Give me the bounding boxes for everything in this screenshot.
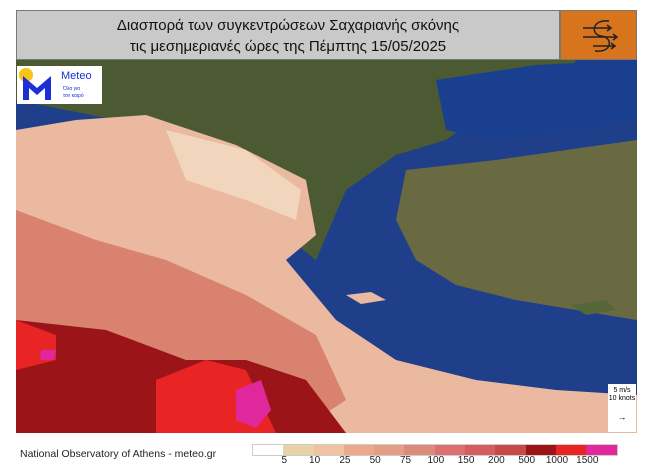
legend-label: 200 [488, 455, 505, 466]
dust-light [166, 130, 301, 220]
logo-tagline: Όλα για [63, 86, 81, 92]
legend-label: 1500 [576, 455, 599, 466]
meteo-logo: Meteo Όλα για τον καιρό [17, 66, 102, 104]
legend-swatch [495, 445, 526, 455]
map-title: Διασπορά των συγκεντρώσεων Σαχαριανής σκ… [16, 10, 560, 60]
legend-swatch [283, 445, 314, 455]
legend-swatch [313, 445, 344, 455]
wind-scale-knots: 10 knots [608, 395, 636, 402]
wind-scale-box: 5 m/s 10 knots → [608, 384, 636, 432]
dust-concentration-map [16, 60, 637, 433]
legend-swatch [253, 445, 284, 455]
legend-swatch [586, 445, 617, 455]
logo-tagline-2: τον καιρό [63, 93, 84, 99]
legend-labels: 5 10 25 50 75 100 150 200 500 1000 1500 [252, 455, 632, 469]
land-balkans [16, 60, 576, 260]
legend-swatch [343, 445, 375, 455]
land-turkey [396, 140, 637, 320]
legend-swatch [434, 445, 466, 455]
legend-swatch [555, 445, 587, 455]
legend-label: 500 [518, 455, 536, 466]
legend-label: 10 [309, 455, 321, 466]
title-line-1: Διασπορά των συγκεντρώσεων Σαχαριανής σκ… [116, 17, 460, 34]
color-legend [252, 444, 618, 456]
legend-swatch [525, 445, 556, 455]
wind-scale-ms: 5 m/s [613, 387, 631, 394]
legend-label: 25 [339, 455, 351, 466]
legend-swatch [374, 445, 405, 455]
legend-label: 75 [399, 455, 412, 466]
title-line-2: τις μεσημεριανές ώρες της Πέμπτης 15/05/… [129, 38, 447, 55]
land-cyprus [571, 300, 616, 315]
logo-name: Meteo [61, 70, 92, 82]
legend-swatch [404, 445, 435, 455]
legend-label: 150 [457, 455, 475, 466]
legend-label: 5 [281, 455, 288, 466]
legend-swatch [465, 445, 496, 455]
sea-black [436, 60, 637, 140]
dust-extreme [40, 350, 271, 428]
wind-arrow-icon: → [617, 412, 627, 422]
legend-label: 50 [369, 455, 381, 466]
dust-very-heavy [16, 320, 276, 433]
wind-swirl-icon [560, 10, 637, 60]
legend-label: 100 [427, 455, 445, 466]
credit-text: National Observatory of Athens - meteo.g… [20, 448, 217, 460]
legend-label: 1000 [545, 455, 569, 466]
land-crete [346, 292, 386, 304]
